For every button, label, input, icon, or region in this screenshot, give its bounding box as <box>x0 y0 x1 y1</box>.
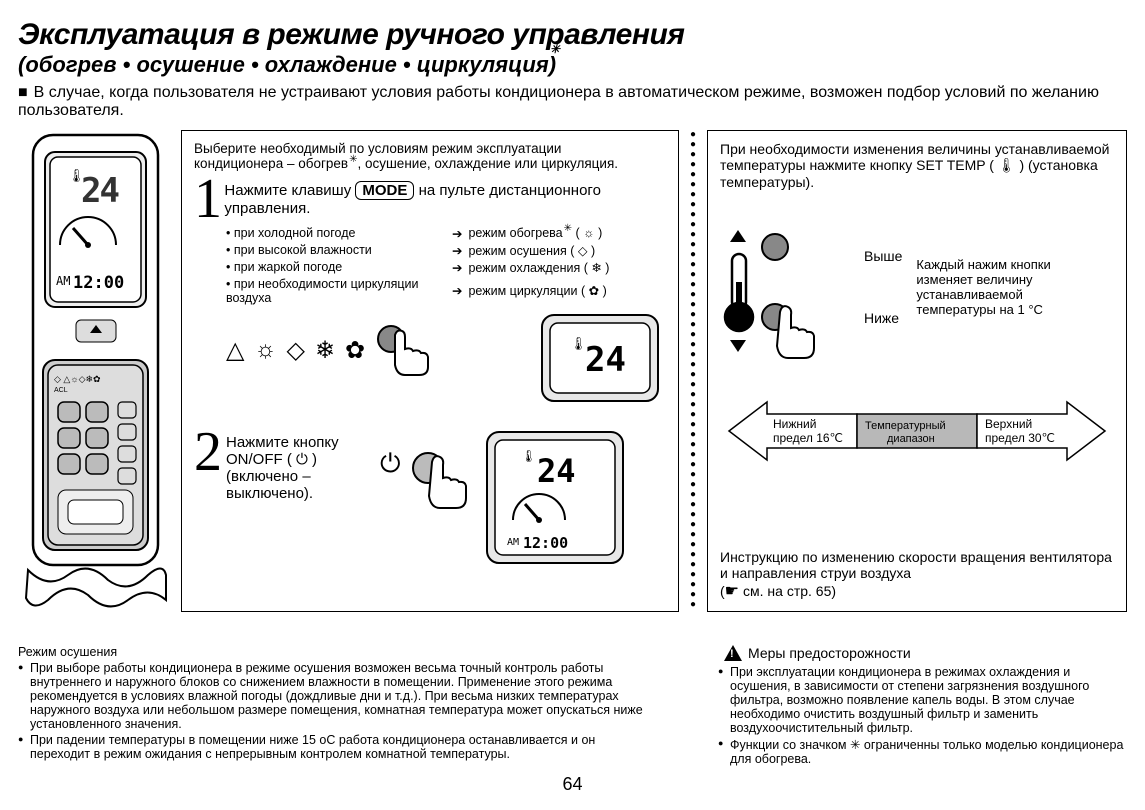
warning-icon <box>724 645 742 661</box>
svg-text:ACL: ACL <box>54 387 68 394</box>
temp-reference: Инструкцию по изменению скорости вращени… <box>720 549 1114 601</box>
temp-step-desc: Каждый нажим кнопки изменяет величину ус… <box>916 257 1066 317</box>
mode-icons-row: △ ☼ ◇ ❄ ✿ <box>226 323 435 378</box>
svg-text:Верхний: Верхний <box>985 417 1032 431</box>
step-2-heading: Нажмите кнопку ON/OFF ( ⏻ ) (включено – … <box>226 434 376 502</box>
display-preview-2: 🌡 24 AM 12:00 <box>485 430 625 565</box>
power-press-icon: ⏻ <box>376 430 471 523</box>
temp-thermometer-icon <box>720 212 850 362</box>
column-divider: ●●●●●●●●●●●●●●●●●●●●●●●●●●●●●●●●●●●●●●●●… <box>687 130 699 610</box>
svg-text:◇ △☼◇❄✿: ◇ △☼◇❄✿ <box>54 374 101 384</box>
steps-intro-1: Выберите необходимый по условиям режим э… <box>194 141 561 156</box>
temp-up-down-labels: Выше Ниже <box>864 248 902 326</box>
svg-text:12:00: 12:00 <box>523 534 568 552</box>
intro-text: В случае, когда пользователя не устраива… <box>18 84 1127 120</box>
svg-text:24: 24 <box>585 340 626 380</box>
svg-text:12:00: 12:00 <box>73 273 124 293</box>
step-2-number: 2 <box>194 430 224 502</box>
step-1-heading: Нажмите клавишу MODE на пульте дистанцио… <box>224 181 666 217</box>
svg-text:24: 24 <box>81 171 118 211</box>
svg-text:предел 30℃: предел 30℃ <box>985 431 1055 445</box>
svg-text:24: 24 <box>537 452 576 490</box>
svg-text:диапазон: диапазон <box>887 433 935 445</box>
remote-illustration: 🌡 24 AM 12:00 ◇ △☼◇❄✿ ACL <box>18 130 173 635</box>
mode-button-label: MODE <box>355 181 414 200</box>
page-title: Эксплуатация в режиме ручного управления <box>18 18 684 51</box>
drying-mode-notes: Режим осушения При выборе работы кондици… <box>18 645 648 768</box>
temp-intro: При необходимости изменения величины уст… <box>720 141 1114 190</box>
temperature-panel: При необходимости изменения величины уст… <box>707 130 1127 612</box>
display-preview-1: 🌡 24 <box>540 313 660 403</box>
page-subtitle: (обогрев • осушение • охлаждение • цирку… <box>18 52 556 77</box>
svg-text:Нижний: Нижний <box>773 417 816 431</box>
svg-text:🌡: 🌡 <box>521 449 536 463</box>
svg-text:⏻: ⏻ <box>380 448 401 478</box>
svg-text:AM: AM <box>507 537 519 548</box>
caution-notes: Меры предосторожности При эксплуатации к… <box>718 645 1127 768</box>
step-1-number: 1 <box>194 177 222 222</box>
svg-text:AM: AM <box>56 274 70 288</box>
steps-panel: Выберите необходимый по условиям режим э… <box>181 130 679 612</box>
svg-text:Температурный: Температурный <box>865 420 946 432</box>
svg-text:предел 16℃: предел 16℃ <box>773 431 843 445</box>
hand-press-icon <box>375 323 435 378</box>
steps-intro-2: кондиционера – обогрев, осушение, охлажд… <box>194 156 618 171</box>
temp-range-diagram: Нижний предел 16℃ Температурный диапазон… <box>727 396 1107 466</box>
page-number: 64 <box>18 774 1127 795</box>
mode-list: • при холодной погоде➔режим обогрева ( ☼… <box>226 226 666 305</box>
